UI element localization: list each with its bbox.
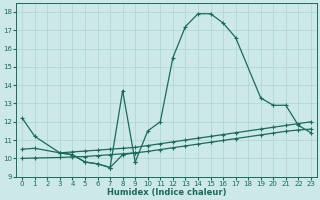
X-axis label: Humidex (Indice chaleur): Humidex (Indice chaleur) bbox=[107, 188, 226, 197]
